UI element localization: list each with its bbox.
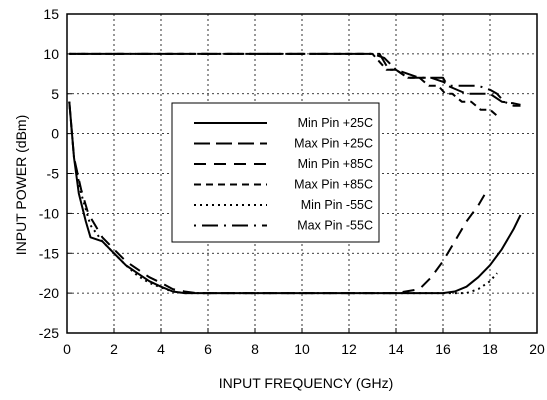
legend-label-3: Min Pin +85C (298, 157, 373, 171)
series-line-4 (69, 52, 501, 119)
series-line-2 (69, 52, 521, 106)
y-axis-title: INPUT POWER (dBm) (13, 115, 29, 256)
y-tick-label: 10 (43, 46, 59, 62)
x-tick-label: 16 (435, 341, 451, 357)
series-line-6 (69, 52, 521, 107)
legend: Min Pin +25C Max Pin +25C Min Pin +85C Max … (171, 102, 380, 243)
x-tick-label: 14 (388, 341, 404, 357)
x-tick-label: 6 (204, 341, 212, 357)
y-tick-label: -10 (39, 205, 59, 221)
series-line-3 (68, 101, 487, 295)
series-line-1 (68, 101, 522, 295)
x-tick-label: 12 (341, 341, 357, 357)
plot-series (68, 52, 522, 295)
x-tick-label: 20 (529, 341, 545, 357)
y-tick-label: -5 (47, 166, 60, 182)
legend-items: Min Pin +25C Max Pin +25C Min Pin +85C Max … (194, 116, 373, 233)
x-tick-label: 4 (157, 341, 165, 357)
legend-box (171, 102, 380, 243)
y-tick-label: 15 (43, 6, 59, 22)
y-tick-label: 0 (51, 126, 59, 142)
x-tick-label: 10 (294, 341, 310, 357)
legend-label-6: Max Pin -55C (297, 219, 373, 233)
y-tick-label: 5 (51, 86, 59, 102)
legend-label-1: Min Pin +25C (298, 116, 373, 130)
legend-label-5: Min Pin -55C (301, 198, 373, 212)
x-tick-label: 18 (482, 341, 498, 357)
y-tick-label: -15 (39, 245, 59, 261)
x-tick-label: 2 (110, 341, 118, 357)
x-axis-ticks: 0 2 4 6 8 10 12 14 16 18 20 (63, 328, 545, 357)
y-axis-ticks: -25 -20 -15 -10 -5 0 5 10 15 (39, 6, 72, 341)
legend-label-2: Max Pin +25C (294, 137, 373, 151)
x-tick-label: 0 (63, 341, 71, 357)
x-axis-title: INPUT FREQUENCY (GHz) (219, 375, 394, 391)
y-tick-label: -20 (39, 285, 59, 301)
legend-label-4: Max Pin +85C (294, 178, 373, 192)
y-tick-label: -25 (39, 325, 59, 341)
x-tick-label: 8 (251, 341, 259, 357)
